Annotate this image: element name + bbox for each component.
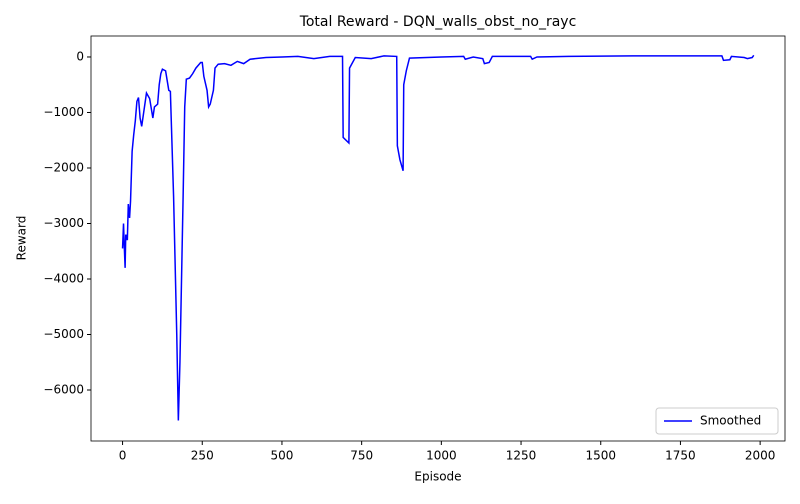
- x-tick-label: 750: [350, 449, 373, 463]
- x-tick-label: 1250: [506, 449, 537, 463]
- x-axis-label: Episode: [414, 470, 461, 484]
- legend-label: Smoothed: [700, 414, 761, 428]
- y-tick-label: 0: [76, 49, 84, 63]
- chart-title: Total Reward - DQN_walls_obst_no_rayc: [299, 14, 577, 30]
- x-tick-label: 0: [119, 449, 127, 463]
- y-axis-label: Reward: [15, 216, 29, 261]
- y-tick-label: −4000: [43, 271, 84, 285]
- data-line: [121, 54, 755, 421]
- x-tick-label: 1750: [665, 449, 696, 463]
- y-tick-label: −5000: [43, 327, 84, 341]
- x-tick-label: 500: [271, 449, 294, 463]
- y-tick-label: −2000: [43, 160, 84, 174]
- y-tick-label: −1000: [43, 105, 84, 119]
- x-tick-label: 250: [191, 449, 214, 463]
- legend-box: [655, 407, 779, 435]
- x-tick-label: 1000: [426, 449, 457, 463]
- plot-frame: [90, 35, 786, 442]
- y-tick-label: −3000: [43, 216, 84, 230]
- y-tick-label: −6000: [43, 382, 84, 396]
- x-tick-label: 2000: [745, 449, 776, 463]
- x-tick-label: 1500: [585, 449, 616, 463]
